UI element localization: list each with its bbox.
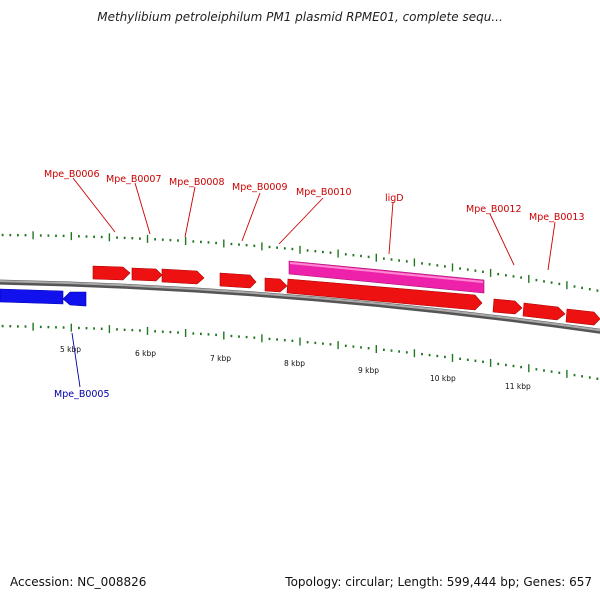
- highlighted-gene[interactable]: [288, 260, 485, 294]
- kbp-label: 11 kbp: [505, 382, 531, 391]
- kbp-label: 7 kbp: [210, 354, 231, 363]
- accession-text: Accession: NC_008826: [10, 575, 147, 589]
- gene-ligd[interactable]: [286, 278, 483, 311]
- gene-label-mpe-b0007[interactable]: Mpe_B0007: [106, 174, 162, 185]
- sequence-backbone: [0, 279, 600, 334]
- sequence-backbone-highlight: [0, 280, 600, 332]
- gene-mpe-b0008[interactable]: [161, 268, 205, 285]
- label-leader-reverse: [71, 332, 81, 388]
- gene-label-mpe-b0006[interactable]: Mpe_B0006: [44, 169, 100, 180]
- kbp-labels: 5 kbp 6 kbp 7 kbp 8 kbp 9 kbp 10 kbp 11 …: [60, 345, 531, 391]
- gene-mpe-b0009[interactable]: [219, 272, 257, 289]
- gene-mpe-b0012[interactable]: [492, 298, 523, 315]
- gene-label-mpe-b0012[interactable]: Mpe_B0012: [466, 204, 522, 215]
- gene-label-mpe-b0008[interactable]: Mpe_B0008: [169, 177, 225, 188]
- highlighted-gene-shine: [289, 262, 484, 283]
- gene-label-mpe-b0010[interactable]: Mpe_B0010: [296, 187, 352, 198]
- gene-label-mpe-b0013[interactable]: Mpe_B0013: [529, 212, 585, 223]
- gene-label-mpe-b0005[interactable]: Mpe_B0005: [54, 389, 110, 400]
- kbp-label: 10 kbp: [430, 374, 456, 383]
- inner-tick-track: [1, 322, 599, 380]
- gene-mpe-b0010[interactable]: [264, 277, 288, 293]
- kbp-label: 9 kbp: [358, 366, 379, 375]
- kbp-label: 5 kbp: [60, 345, 81, 354]
- map-title: Methylibium petroleiphilum PM1 plasmid R…: [97, 10, 503, 24]
- gene-next-forward[interactable]: [565, 308, 600, 326]
- reverse-genes: [0, 288, 87, 307]
- gene-mpe-b0013[interactable]: [522, 302, 566, 321]
- sequence-stats: Topology: circular; Length: 599,444 bp; …: [285, 575, 592, 589]
- outer-tick-track: [1, 231, 599, 292]
- gene-mpe-b0005[interactable]: [62, 291, 87, 307]
- gene-labels: Mpe_B0006 Mpe_B0007 Mpe_B0008 Mpe_B0009 …: [44, 169, 585, 400]
- gene-label-ligd[interactable]: ligD: [385, 193, 404, 204]
- kbp-label: 8 kbp: [284, 359, 305, 368]
- gene-mpe-b0006[interactable]: [92, 265, 131, 281]
- gene-reverse-left[interactable]: [0, 288, 64, 305]
- label-leaders: [72, 177, 556, 271]
- forward-genes: [92, 265, 600, 326]
- gene-mpe-b0007[interactable]: [131, 267, 163, 282]
- gene-label-mpe-b0009[interactable]: Mpe_B0009: [232, 182, 288, 193]
- kbp-label: 6 kbp: [135, 349, 156, 358]
